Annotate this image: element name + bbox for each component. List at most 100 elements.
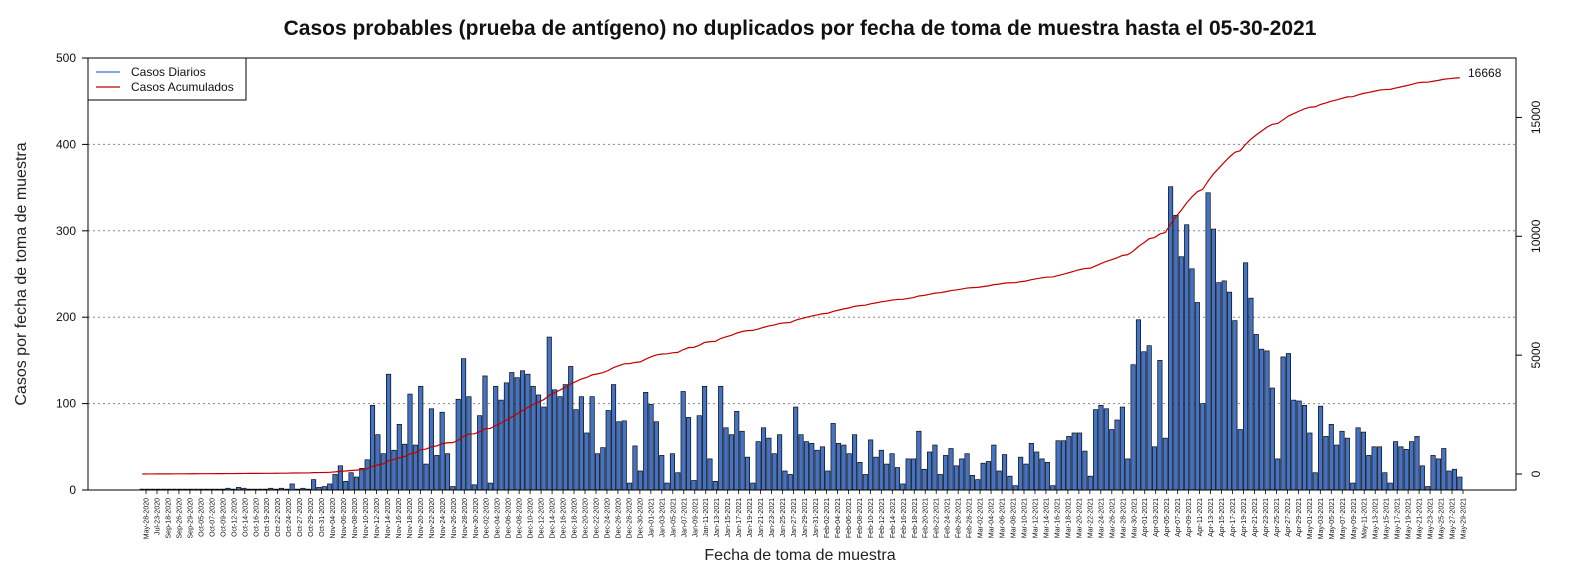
y2-tick-label: 0 xyxy=(1529,470,1543,477)
x-tick-label: May-09-2021 xyxy=(1351,498,1358,539)
x-axis: May-28-2020 Jul-23-2020 Sep-18-2020 Sep-26-… xyxy=(144,490,1468,539)
x-tick-label: Mar-16-2021 xyxy=(1054,498,1061,538)
grid xyxy=(88,143,1516,405)
x-tick-label: Mar-06-2021 xyxy=(1000,498,1007,538)
x-tick-label: Oct-14-2020 xyxy=(242,498,249,537)
bar xyxy=(916,430,922,491)
bar xyxy=(1055,440,1061,491)
x-tick-label: Mar-14-2021 xyxy=(1043,498,1050,538)
bar xyxy=(1146,345,1152,491)
bar xyxy=(1360,431,1366,491)
bar xyxy=(1382,472,1388,491)
bar xyxy=(1130,364,1136,491)
bar xyxy=(825,470,831,491)
bar xyxy=(1194,302,1200,491)
x-tick-label: Feb-14-2021 xyxy=(890,498,897,538)
bar xyxy=(1409,441,1415,491)
bar xyxy=(1216,282,1222,491)
x-tick-label: Jan-03-2021 xyxy=(659,498,666,537)
bar xyxy=(439,411,445,491)
x-tick-label: May-11-2021 xyxy=(1362,498,1369,539)
bar xyxy=(1312,472,1318,491)
bar xyxy=(1060,440,1067,491)
bar xyxy=(1050,485,1056,491)
bar xyxy=(1457,476,1463,491)
bar xyxy=(1344,437,1350,491)
bar xyxy=(814,449,820,491)
bar xyxy=(943,455,949,491)
x-tick-label: Feb-10-2021 xyxy=(868,498,875,538)
x-tick-label: Jan-15-2021 xyxy=(725,498,732,537)
x-tick-label: Dec-14-2020 xyxy=(550,498,557,539)
bar xyxy=(359,468,365,491)
bar xyxy=(862,474,868,491)
bar xyxy=(953,465,959,491)
bar xyxy=(487,482,493,491)
plot-frame xyxy=(87,57,1517,491)
bar xyxy=(1307,432,1313,491)
bar xyxy=(1200,403,1206,491)
bar xyxy=(653,421,659,491)
x-tick-label: Jan-07-2021 xyxy=(681,498,688,537)
bar xyxy=(852,434,858,491)
y-tick-label: 100 xyxy=(56,397,76,411)
x-tick-label: Nov-26-2020 xyxy=(451,498,458,539)
bar xyxy=(1269,387,1275,491)
bar xyxy=(991,444,997,491)
y-axis-label: Casos por fecha de toma de muestra xyxy=(13,142,30,405)
bar xyxy=(777,434,783,491)
bar xyxy=(562,384,568,491)
x-tick-label: Oct-31-2020 xyxy=(319,498,326,537)
bar xyxy=(632,445,638,491)
x-tick-label: Dec-04-2020 xyxy=(495,498,502,539)
bar xyxy=(1232,320,1238,491)
bar xyxy=(1039,458,1045,491)
bar xyxy=(1114,419,1120,491)
x-tick-label: Jul-23-2020 xyxy=(154,498,161,535)
x-tick-label: Feb-26-2021 xyxy=(956,498,963,538)
bar xyxy=(1339,430,1345,491)
x-tick-label: Feb-24-2021 xyxy=(945,498,952,538)
x-tick-label: Dec-26-2020 xyxy=(615,498,622,539)
bar xyxy=(557,396,563,491)
x-tick-label: May-01-2021 xyxy=(1307,498,1314,539)
x-tick-label: May-25-2021 xyxy=(1439,498,1446,539)
bar xyxy=(712,481,718,491)
bar xyxy=(1109,429,1115,491)
bar xyxy=(589,396,595,491)
bar xyxy=(375,434,381,491)
x-tick-label: Oct-05-2020 xyxy=(198,498,205,537)
x-tick-label: Jan-19-2021 xyxy=(747,498,754,537)
bar xyxy=(932,444,938,491)
bar xyxy=(1173,214,1179,491)
x-tick-label: Mar-24-2021 xyxy=(1098,498,1105,538)
y-axis-left: 0 100 200 300 400 500 xyxy=(56,51,88,497)
x-tick-label: Nov-22-2020 xyxy=(429,498,436,539)
x-tick-label: Feb-28-2021 xyxy=(967,498,974,538)
y-tick-label: 400 xyxy=(56,137,76,151)
bar xyxy=(975,479,981,491)
bar xyxy=(830,423,836,491)
x-tick-label: May-15-2021 xyxy=(1384,498,1391,539)
bar xyxy=(1280,356,1286,491)
bar xyxy=(1168,186,1174,491)
bar xyxy=(1184,224,1190,491)
bar xyxy=(696,415,702,491)
x-tick-label: Mar-20-2021 xyxy=(1076,498,1083,538)
bar xyxy=(343,481,349,491)
x-tick-label: Dec-06-2020 xyxy=(506,498,513,539)
bar xyxy=(1093,409,1099,491)
bar xyxy=(793,406,799,491)
bar xyxy=(739,430,745,491)
bar xyxy=(744,456,751,491)
bar xyxy=(1328,423,1334,491)
bar xyxy=(1376,446,1383,491)
bar xyxy=(1237,429,1243,491)
bar xyxy=(1451,468,1458,491)
x-tick-label: Jan-27-2021 xyxy=(791,498,798,537)
bar xyxy=(1226,291,1233,491)
bar xyxy=(380,453,386,491)
bar xyxy=(723,427,729,491)
x-tick-label: Dec-28-2020 xyxy=(626,498,633,539)
bar xyxy=(450,486,456,491)
